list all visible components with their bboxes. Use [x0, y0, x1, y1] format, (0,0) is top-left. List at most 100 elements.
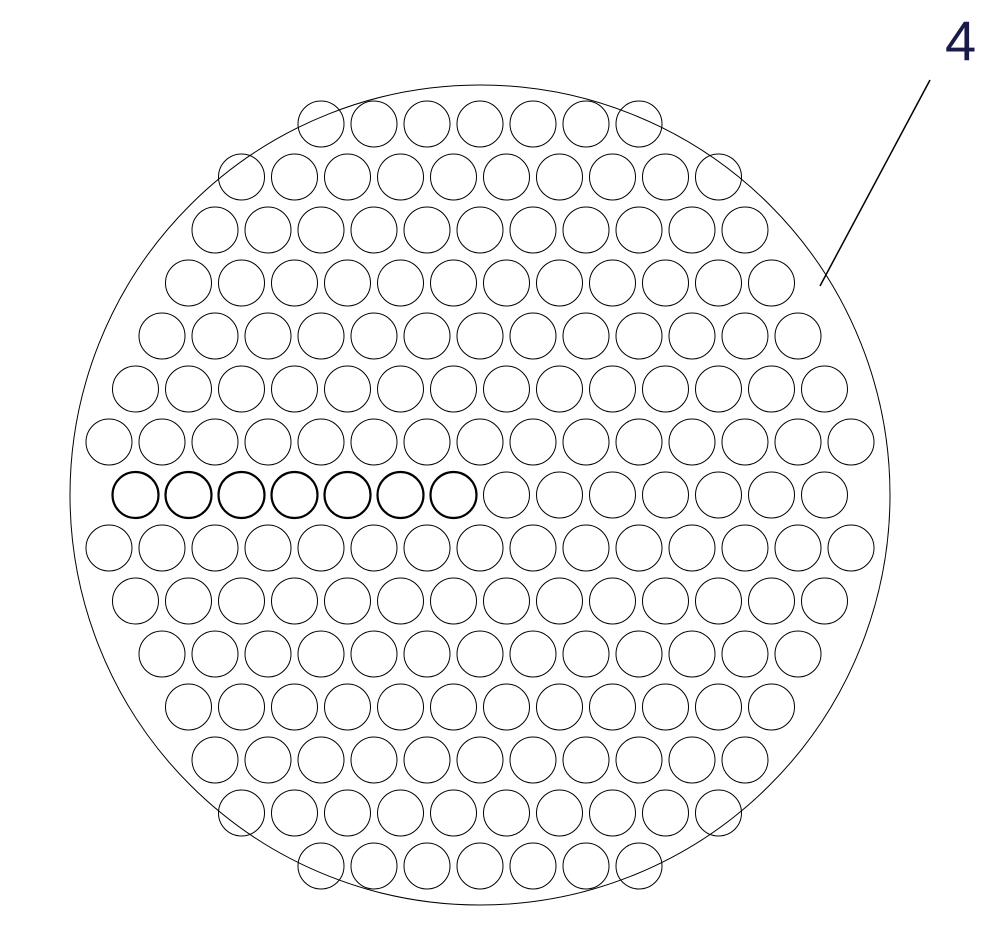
hole-circle	[510, 737, 556, 783]
hole-circle	[431, 154, 477, 200]
hole-circle	[457, 313, 503, 359]
hole-circle	[192, 419, 238, 465]
hole-circle	[431, 260, 477, 306]
hole-circle	[272, 684, 318, 730]
hole-circle	[325, 366, 371, 412]
hole-circle	[272, 472, 318, 518]
hole-circle	[404, 207, 450, 253]
hole-circle	[431, 578, 477, 624]
hole-circle	[404, 737, 450, 783]
hole-circle	[378, 154, 424, 200]
hole-circle	[139, 631, 185, 677]
hole-circle	[510, 843, 556, 889]
hole-circle	[139, 419, 185, 465]
hole-circle	[192, 631, 238, 677]
hole-circle	[166, 578, 212, 624]
hole-circle	[166, 366, 212, 412]
hole-circle	[590, 578, 636, 624]
hole-circle	[272, 154, 318, 200]
hole-circle	[616, 631, 662, 677]
hole-circle	[219, 578, 265, 624]
hole-circle	[298, 631, 344, 677]
hole-circle	[775, 631, 821, 677]
hole-circle	[616, 419, 662, 465]
hole-circle	[510, 313, 556, 359]
hole-circle	[802, 472, 848, 518]
hole-circle	[563, 631, 609, 677]
hole-circle	[722, 207, 768, 253]
hole-circle	[325, 790, 371, 836]
hole-circle	[192, 737, 238, 783]
hole-circle	[351, 207, 397, 253]
hole-circle	[245, 525, 291, 571]
hole-circle	[431, 684, 477, 730]
hole-circle	[219, 684, 265, 730]
hole-circle	[696, 684, 742, 730]
hole-circle	[722, 737, 768, 783]
hole-circle	[775, 313, 821, 359]
hole-circle	[457, 419, 503, 465]
hole-circle	[378, 260, 424, 306]
hole-circle	[563, 101, 609, 147]
hole-circle	[113, 578, 159, 624]
hole-circle	[404, 843, 450, 889]
hole-circle	[298, 419, 344, 465]
hole-circle	[484, 472, 530, 518]
hole-circle	[537, 366, 583, 412]
hole-circle	[272, 260, 318, 306]
hole-circle	[510, 631, 556, 677]
hole-circle	[643, 684, 689, 730]
hole-circle	[219, 366, 265, 412]
hole-circle	[86, 525, 132, 571]
hole-circle	[457, 101, 503, 147]
hole-circle	[563, 843, 609, 889]
hole-circle	[616, 313, 662, 359]
hole-circle	[484, 366, 530, 412]
hole-circle	[484, 790, 530, 836]
hole-circle	[537, 790, 583, 836]
hole-circle	[749, 578, 795, 624]
hole-circle	[590, 366, 636, 412]
hole-circle	[696, 578, 742, 624]
hole-circle	[537, 154, 583, 200]
hole-circle	[272, 366, 318, 412]
hole-circle	[431, 366, 477, 412]
hole-circle	[139, 525, 185, 571]
hole-circle	[537, 472, 583, 518]
hole-circle	[325, 472, 371, 518]
hole-circle	[828, 419, 874, 465]
hole-circle	[298, 207, 344, 253]
hole-circle	[298, 313, 344, 359]
hole-circle	[219, 472, 265, 518]
hole-circle	[245, 419, 291, 465]
hole-circle	[510, 101, 556, 147]
hole-circle	[590, 154, 636, 200]
hole-circle	[351, 631, 397, 677]
hole-circle	[351, 419, 397, 465]
hole-circle	[245, 631, 291, 677]
hole-circle	[351, 101, 397, 147]
hole-circle	[378, 684, 424, 730]
hole-circle	[563, 207, 609, 253]
hole-circle	[245, 313, 291, 359]
hole-circle	[590, 260, 636, 306]
hole-circle	[484, 684, 530, 730]
hole-circle	[510, 419, 556, 465]
hole-circle	[643, 472, 689, 518]
hole-circle	[378, 366, 424, 412]
hole-circle	[113, 366, 159, 412]
hole-circle	[563, 737, 609, 783]
hole-circle	[510, 525, 556, 571]
hole-circle	[643, 154, 689, 200]
hole-circle	[537, 260, 583, 306]
hole-circle	[298, 525, 344, 571]
hole-circle	[749, 472, 795, 518]
hole-circle	[166, 260, 212, 306]
hole-circle	[696, 366, 742, 412]
hole-circle	[643, 260, 689, 306]
hole-circle	[722, 525, 768, 571]
hole-circle	[219, 260, 265, 306]
hole-circle	[378, 790, 424, 836]
hole-circle	[802, 578, 848, 624]
hole-circle	[192, 525, 238, 571]
